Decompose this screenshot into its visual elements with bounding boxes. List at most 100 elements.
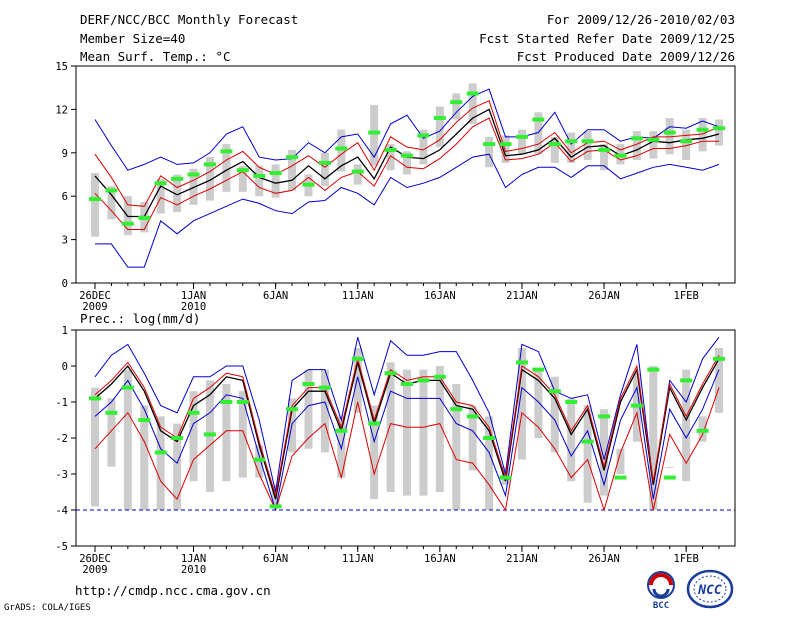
spread-box xyxy=(156,178,165,214)
control-marker xyxy=(565,400,578,404)
x-tick-label: 6JAN xyxy=(263,553,288,565)
spread-box xyxy=(337,129,346,172)
control-marker xyxy=(220,400,233,404)
control-marker xyxy=(335,146,348,151)
spread-box xyxy=(682,129,691,161)
spread-box xyxy=(550,136,559,163)
control-marker xyxy=(203,162,216,167)
ensemble-min-line xyxy=(95,153,720,268)
ncc-logo: NCC xyxy=(686,569,734,609)
spread-box xyxy=(353,164,362,185)
spread-box xyxy=(288,149,297,191)
control-marker xyxy=(89,396,101,401)
control-marker xyxy=(335,428,348,433)
control-marker xyxy=(318,385,331,390)
x-tick-label: 26JAN xyxy=(588,290,620,302)
spread-box xyxy=(501,135,510,163)
x-tick-label: 26JAN xyxy=(588,553,620,565)
control-marker xyxy=(368,130,381,135)
spread-box xyxy=(304,369,313,449)
control-marker xyxy=(581,139,594,144)
spread-box xyxy=(91,173,99,237)
y-tick-label: 3 xyxy=(62,235,68,247)
spread-box xyxy=(468,83,477,124)
spread-box xyxy=(583,405,592,503)
x-tick-label: 1FEB xyxy=(674,553,699,565)
y-tick-label: 15 xyxy=(55,61,68,73)
spread-box xyxy=(567,398,576,482)
spread-box xyxy=(173,423,182,510)
control-marker xyxy=(105,410,118,415)
spread-box xyxy=(370,105,379,166)
y-tick-label: -4 xyxy=(55,505,68,517)
x-tick-label: 1FEB xyxy=(674,290,699,302)
control-marker xyxy=(548,389,561,394)
spread-box xyxy=(583,131,592,161)
spread-box xyxy=(419,129,428,165)
x-tick-label: 21JAN xyxy=(506,553,538,565)
spread-box xyxy=(715,119,723,146)
control-marker xyxy=(630,403,643,408)
control-marker xyxy=(614,153,627,158)
x-tick-label: 6JAN xyxy=(263,290,288,302)
control-marker xyxy=(351,169,364,174)
control-marker xyxy=(515,360,528,365)
control-marker xyxy=(154,450,167,455)
spread-box xyxy=(222,144,231,192)
control-marker xyxy=(236,168,249,173)
ensemble-min-line xyxy=(94,369,720,511)
spread-box xyxy=(665,118,674,155)
control-marker xyxy=(171,436,184,440)
x-tick-year-label: 2010 xyxy=(181,564,206,576)
control-marker xyxy=(236,400,249,404)
x-tick-label: 1JAN xyxy=(181,290,206,302)
spread-box xyxy=(91,387,99,507)
spread-box xyxy=(682,369,691,482)
spread-box xyxy=(632,131,641,161)
control-marker xyxy=(286,155,299,160)
control-marker xyxy=(713,126,725,131)
spread-box xyxy=(386,362,395,492)
spread-box xyxy=(665,466,674,468)
control-marker xyxy=(187,410,200,415)
spread-box xyxy=(485,416,494,510)
x-tick-label: 1JAN xyxy=(181,553,206,565)
control-marker xyxy=(598,147,611,152)
spread-box xyxy=(403,151,411,175)
spread-box xyxy=(189,391,198,482)
control-marker xyxy=(663,130,676,135)
spread-box xyxy=(140,405,149,510)
x-tick-label: 26DEC xyxy=(79,290,111,302)
control-marker xyxy=(417,133,430,138)
spread-box xyxy=(534,112,543,155)
control-marker xyxy=(680,378,693,383)
y-tick-label: 9 xyxy=(62,148,68,160)
control-marker xyxy=(105,188,118,193)
spread-box xyxy=(485,136,494,168)
y-tick-label: 0 xyxy=(62,361,68,373)
spread-box xyxy=(468,405,477,471)
control-marker xyxy=(548,142,561,147)
variable-label: Mean Surf. Temp.: °C xyxy=(80,49,231,64)
x-tick-year-label: 2009 xyxy=(82,301,107,313)
chart-title: DERF/NCC/BCC Monthly Forecast xyxy=(80,12,299,27)
spread-box xyxy=(517,348,526,460)
spread-box xyxy=(435,366,444,492)
spread-box xyxy=(156,416,165,510)
produced-date-label: Fcst Produced Date 2009/12/26 xyxy=(516,49,735,64)
control-marker xyxy=(630,136,643,141)
y-tick-label: -3 xyxy=(55,469,68,481)
spread-box xyxy=(173,174,182,213)
website-url[interactable]: http://cmdp.ncc.cma.gov.cn xyxy=(75,583,271,598)
control-marker xyxy=(384,371,397,376)
control-marker xyxy=(433,374,446,379)
control-marker xyxy=(401,382,413,386)
x-tick-label: 11JAN xyxy=(342,290,374,302)
control-marker xyxy=(187,172,200,177)
control-marker xyxy=(253,457,266,462)
control-marker xyxy=(433,116,446,121)
spread-box xyxy=(616,448,625,474)
control-marker xyxy=(466,414,479,419)
